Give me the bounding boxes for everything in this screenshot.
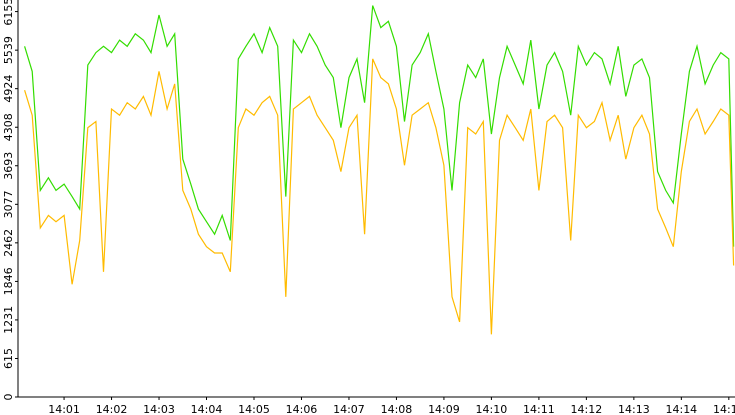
x-tick-label: 14:11 <box>523 403 555 415</box>
y-tick-label: 4308 <box>2 113 15 141</box>
x-tick-label: 14:14 <box>665 403 697 415</box>
x-tick-label: 14:09 <box>428 403 460 415</box>
series-line <box>24 5 735 247</box>
x-tick-label: 14:05 <box>238 403 270 415</box>
y-tick-label: 1846 <box>2 267 15 295</box>
y-tick-label: 3077 <box>2 190 15 218</box>
y-tick-label: 6155 <box>2 0 15 26</box>
x-tick-label: 14:03 <box>143 403 175 415</box>
x-tick-label: 14:04 <box>191 403 223 415</box>
x-tick-label: 14:15 <box>713 403 735 415</box>
y-tick-label: 615 <box>2 348 15 369</box>
series-line <box>24 58 735 335</box>
x-tick-label: 14:07 <box>333 403 365 415</box>
x-tick-label: 14:01 <box>48 403 80 415</box>
y-tick-label: 3693 <box>2 152 15 180</box>
y-tick-label: 1231 <box>2 306 15 334</box>
x-tick-label: 14:02 <box>96 403 128 415</box>
y-tick-label: 2462 <box>2 229 15 257</box>
y-tick-label: 4924 <box>2 75 15 103</box>
y-tick-label: 5539 <box>2 36 15 64</box>
x-tick-label: 14:12 <box>571 403 603 415</box>
x-tick-label: 14:06 <box>286 403 318 415</box>
x-tick-label: 14:10 <box>476 403 508 415</box>
y-tick-label: 0 <box>2 394 15 401</box>
x-tick-label: 14:08 <box>381 403 413 415</box>
x-tick-label: 14:13 <box>618 403 650 415</box>
